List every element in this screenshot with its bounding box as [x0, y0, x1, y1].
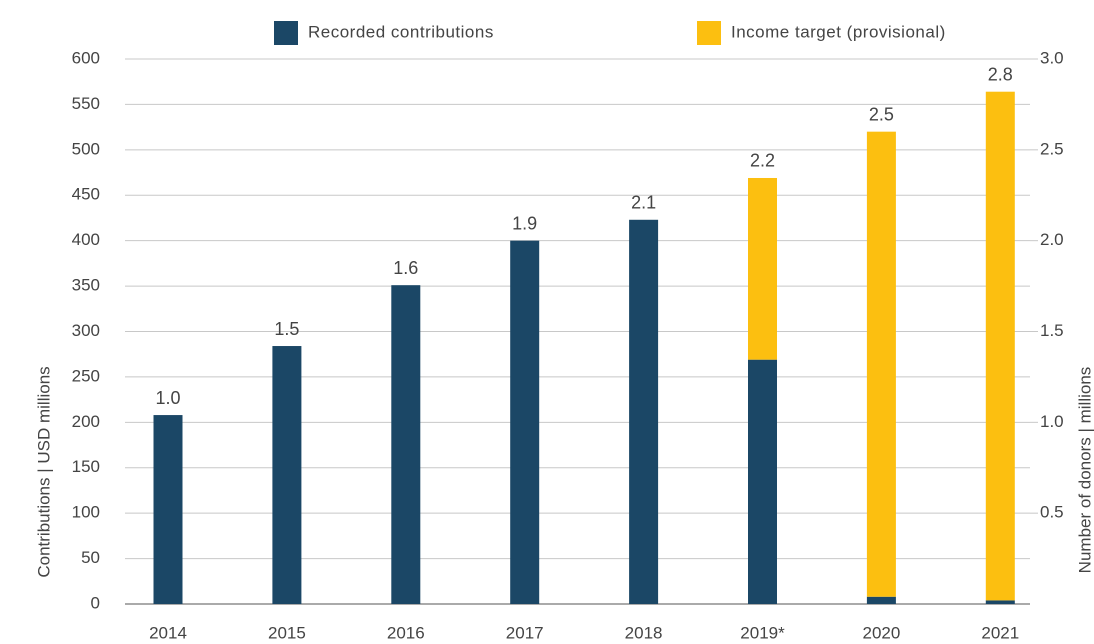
x-tick-label: 2016 — [387, 623, 425, 642]
bar-segment — [866, 131, 896, 597]
y-tick-label: 150 — [72, 457, 100, 476]
donor-label: 2.8 — [988, 64, 1013, 84]
bar-segment — [985, 600, 1015, 604]
y-axis-label: Contributions | USD millions — [34, 366, 53, 577]
y2-tick-label: 3.0 — [1040, 48, 1064, 67]
bar-segment — [510, 240, 540, 604]
x-tick-label: 2020 — [862, 623, 900, 642]
y2-tick-label: 2.0 — [1040, 230, 1064, 249]
y-tick-label: 50 — [81, 548, 100, 567]
y-tick-label: 600 — [72, 48, 100, 67]
bar-segment — [748, 177, 777, 360]
x-tick-label: 2014 — [149, 623, 187, 642]
y-tick-label: 350 — [72, 276, 100, 295]
y-tick-label: 0 — [91, 593, 100, 612]
donor-label: 2.2 — [750, 151, 775, 171]
legend-label: Recorded contributions — [308, 22, 494, 41]
x-tick-label: 2015 — [268, 623, 306, 642]
y-tick-label: 550 — [72, 94, 100, 113]
x-tick-label: 2018 — [625, 623, 663, 642]
y-tick-label: 200 — [72, 412, 100, 431]
donor-label: 2.1 — [631, 193, 656, 213]
y2-tick-label: 0.5 — [1040, 503, 1064, 522]
bar-segment — [748, 359, 777, 604]
y-tick-label: 400 — [72, 230, 100, 249]
donor-label: 2.5 — [869, 104, 894, 124]
y-tick-label: 100 — [72, 503, 100, 522]
y-tick-label: 250 — [72, 366, 100, 385]
x-tick-label: 2021 — [981, 623, 1019, 642]
bar-segment — [985, 91, 1015, 601]
y-tick-label: 300 — [72, 321, 100, 340]
legend-swatch — [274, 21, 298, 45]
bar-segment — [272, 346, 302, 604]
donor-label: 1.5 — [274, 319, 299, 339]
bar-segment — [866, 596, 896, 604]
y2-tick-label: 1.0 — [1040, 412, 1064, 431]
x-tick-label: 2019* — [740, 623, 785, 642]
bar-segment — [629, 219, 659, 604]
bar-segment — [391, 285, 421, 604]
y-tick-label: 450 — [72, 185, 100, 204]
donor-label: 1.9 — [512, 213, 537, 233]
y2-axis-label: Number of donors | millions — [1075, 367, 1094, 574]
y2-tick-label: 2.5 — [1040, 139, 1064, 158]
donor-label: 1.0 — [155, 388, 180, 408]
legend-swatch — [697, 21, 721, 45]
y-tick-label: 500 — [72, 139, 100, 158]
x-tick-label: 2017 — [506, 623, 544, 642]
donor-label: 1.6 — [393, 258, 418, 278]
legend-label: Income target (provisional) — [731, 22, 946, 41]
bar-segment — [153, 415, 183, 604]
y2-tick-label: 1.5 — [1040, 321, 1064, 340]
